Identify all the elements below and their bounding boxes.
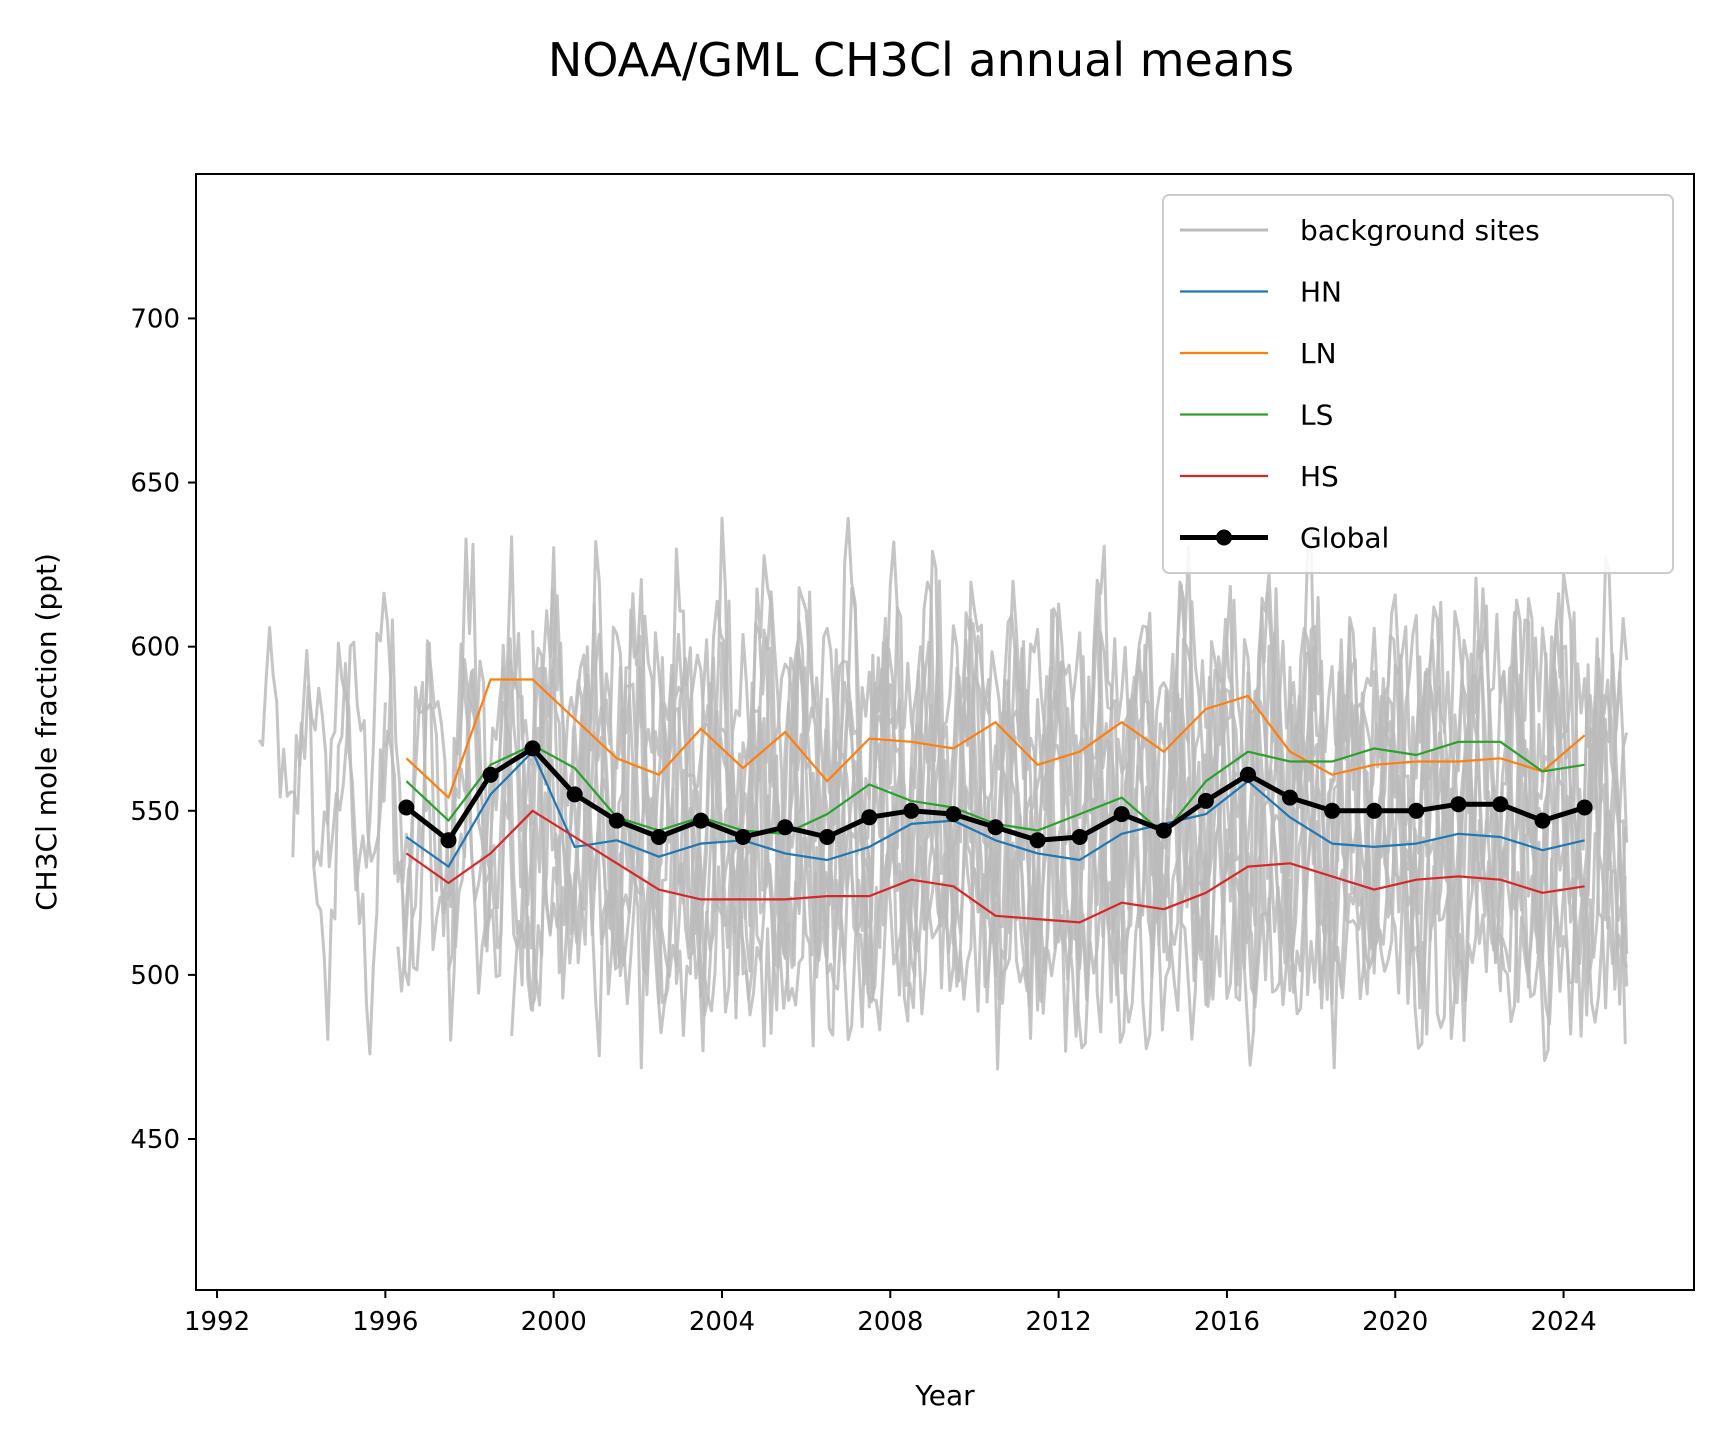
global-point [861,809,878,826]
x-tick-label: 2016 [1194,1307,1260,1337]
x-tick-label: 2020 [1362,1307,1428,1337]
x-tick-label: 2024 [1530,1307,1596,1337]
legend-label: HS [1300,460,1339,493]
background-sites [257,516,1629,1071]
x-tick-label: 2000 [521,1307,587,1337]
global-point [1240,766,1256,783]
plot-frame [195,173,1695,1291]
global-point [1534,812,1551,829]
series-line-hs [405,809,1585,924]
x-tick-label: 1996 [352,1307,418,1337]
y-tick-label: 550 [130,797,180,827]
global-point [650,829,667,845]
global-point [1282,789,1298,806]
y-tick-label: 650 [130,469,180,499]
x-tick-label: 2004 [689,1307,755,1337]
background-site-line [447,516,1629,1012]
legend-label: Global [1300,522,1389,555]
global-point [1450,796,1467,813]
global-point [1324,802,1341,819]
x-tick-label: 2008 [857,1307,923,1337]
global-point [1197,792,1214,809]
global-point [608,812,625,829]
legend-marker [1216,529,1232,546]
x-axis: 1992 1996 2000 2004 2008 2012 2016 2020 2024 [184,1290,1597,1337]
x-tick-label: 2012 [1026,1307,1092,1337]
global-point [524,740,541,757]
global-point [1155,822,1172,839]
x-tick-label: 1992 [184,1307,250,1337]
global-point [987,819,1004,836]
global-point [777,819,794,836]
global-point [692,812,709,829]
chart-title: NOAA/GML CH3Cl annual means [548,33,1294,87]
legend: background sites HN LN LS HS Global [1162,194,1674,574]
global-point [1408,802,1425,819]
global-point [819,829,836,845]
legend-label: HN [1300,276,1342,309]
global-point [1576,799,1593,816]
background-site-line [720,606,1629,1040]
global-point [1071,829,1088,845]
global-point [735,829,751,845]
series-line-ln [405,678,1586,799]
legend-label: LS [1300,399,1333,432]
series-line-hn [405,750,1585,868]
y-axis-label: CH3Cl mole fraction (ppt) [30,553,63,911]
y-tick-label: 500 [130,961,180,991]
y-tick-label: 600 [130,633,180,663]
series-lines [398,678,1593,924]
legend-label: LN [1300,337,1337,370]
background-site-line [257,626,387,869]
legend-box [1162,194,1674,574]
global-point [482,766,499,783]
global-point [903,802,920,819]
background-site-line [510,652,1629,1070]
y-tick-label: 450 [130,1125,180,1155]
global-point [566,786,583,803]
global-point [1492,796,1509,813]
global-point [1366,802,1383,819]
y-tick-label: 700 [130,304,180,334]
y-axis: 450 500 550 600 650 700 [130,304,196,1155]
global-point [440,832,457,849]
global-point [398,799,415,816]
legend-label: background sites [1300,214,1540,247]
global-point [945,806,962,823]
global-point [1113,806,1130,823]
x-axis-label: Year [914,1379,975,1412]
global-point [1029,832,1046,849]
